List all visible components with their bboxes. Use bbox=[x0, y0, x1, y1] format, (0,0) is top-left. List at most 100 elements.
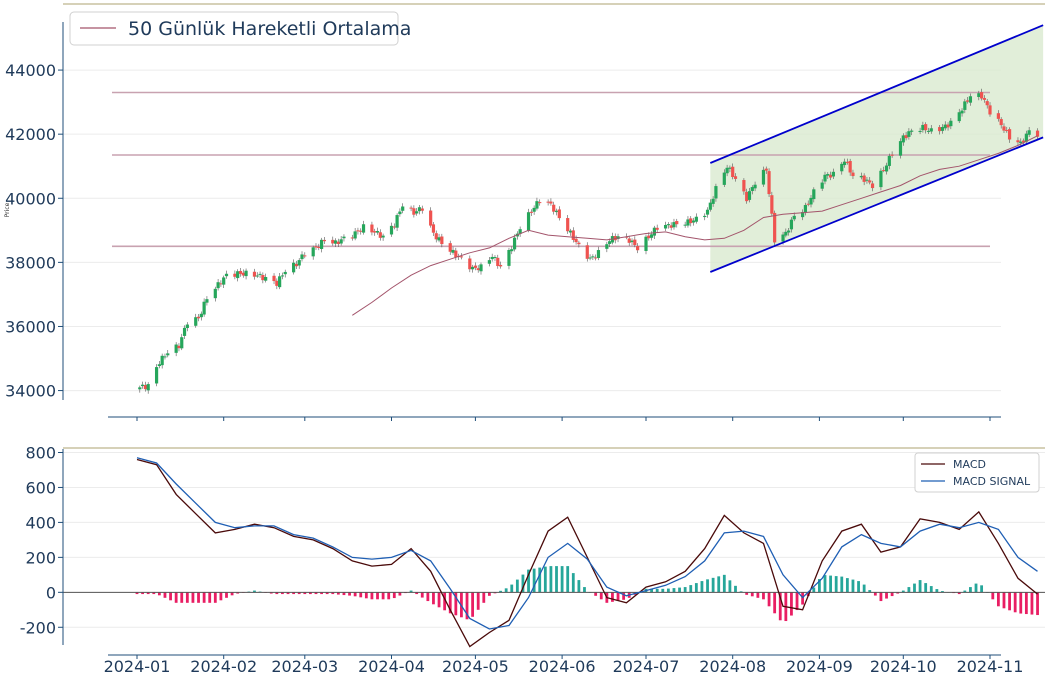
macd-legend: MACD MACD SIGNAL bbox=[914, 452, 1040, 493]
candle-body bbox=[585, 245, 589, 259]
candle-body bbox=[577, 242, 581, 245]
histogram-bar bbox=[879, 592, 883, 602]
histogram-bar bbox=[353, 592, 357, 597]
candle-body bbox=[750, 187, 754, 191]
histogram-bar bbox=[560, 566, 564, 593]
price-x-ticks bbox=[136, 417, 991, 421]
candle-body bbox=[753, 184, 757, 189]
histogram-bar bbox=[700, 581, 704, 593]
macd-xtick-label: 2024-01 bbox=[104, 657, 171, 676]
candle-body bbox=[630, 240, 634, 243]
candle-body bbox=[185, 324, 189, 329]
candle-body bbox=[764, 168, 768, 171]
macd-xtick-label: 2024-09 bbox=[786, 657, 853, 676]
candle-body bbox=[960, 110, 964, 114]
candle-body bbox=[292, 262, 296, 273]
candle-body bbox=[216, 282, 220, 289]
candle-body bbox=[535, 201, 539, 209]
histogram-bar bbox=[219, 592, 223, 601]
candle-body bbox=[409, 207, 413, 209]
histogram-bar bbox=[666, 588, 670, 593]
histogram-bar bbox=[868, 590, 872, 593]
histogram-bar bbox=[476, 592, 480, 610]
macd-axis bbox=[62, 449, 1001, 656]
candle-body bbox=[224, 273, 229, 277]
histogram-bar bbox=[901, 590, 905, 593]
histogram-bar bbox=[487, 592, 491, 596]
histogram-bar bbox=[297, 592, 301, 595]
ma-line bbox=[352, 135, 1038, 316]
candle-body bbox=[490, 256, 494, 260]
candle-body bbox=[378, 232, 382, 238]
candle-body bbox=[252, 271, 257, 277]
candle-body bbox=[496, 257, 500, 267]
candle-body bbox=[454, 250, 458, 258]
histogram-bar bbox=[845, 578, 849, 593]
histogram-bar bbox=[778, 592, 782, 621]
histogram-bar bbox=[862, 584, 866, 593]
histogram-bar bbox=[678, 587, 681, 593]
candle-body bbox=[823, 174, 827, 182]
histogram-bar bbox=[1002, 592, 1006, 609]
candle-body bbox=[714, 186, 718, 199]
macd-y-ticks: -200 0 200 400 600 800 bbox=[20, 443, 63, 637]
histogram-bar bbox=[308, 592, 312, 595]
candle-body bbox=[392, 226, 396, 228]
candle-body bbox=[333, 240, 338, 244]
candle-body bbox=[429, 210, 433, 226]
histogram-bar bbox=[510, 584, 514, 593]
candle-body bbox=[865, 179, 869, 181]
candle-body bbox=[842, 161, 847, 166]
candle-body bbox=[1024, 133, 1028, 142]
price-ytick-label: 38000 bbox=[5, 253, 56, 272]
candle-body bbox=[887, 155, 891, 166]
candle-body bbox=[303, 255, 307, 257]
histogram-bar bbox=[756, 592, 760, 598]
candle-body bbox=[731, 166, 735, 177]
candle-body bbox=[1007, 129, 1012, 140]
candle-body bbox=[213, 288, 217, 299]
histogram-bar bbox=[342, 592, 346, 596]
candle-body bbox=[636, 246, 640, 251]
histogram-bar bbox=[616, 592, 620, 601]
candle-body bbox=[694, 216, 698, 222]
histogram-bar bbox=[348, 592, 351, 596]
candle-body bbox=[205, 299, 209, 303]
price-ytick-label: 44000 bbox=[5, 61, 56, 80]
candle-body bbox=[596, 250, 601, 259]
candle-body bbox=[870, 183, 875, 189]
candle-body bbox=[938, 127, 942, 132]
candle-body bbox=[686, 219, 690, 226]
candle-body bbox=[280, 275, 285, 277]
candle-body bbox=[627, 238, 631, 243]
candle-body bbox=[1035, 130, 1040, 137]
candle-body bbox=[840, 163, 844, 172]
candle-body bbox=[644, 236, 648, 251]
histogram-bar bbox=[432, 592, 435, 605]
candle-body bbox=[138, 387, 142, 390]
histogram-bar bbox=[594, 592, 598, 596]
histogram-bar bbox=[303, 592, 307, 595]
histogram-bar bbox=[208, 592, 212, 603]
macd-xtick-label: 2024-05 bbox=[442, 657, 509, 676]
histogram-bar bbox=[890, 592, 894, 597]
candle-body bbox=[255, 275, 259, 277]
histogram-bar bbox=[1024, 592, 1028, 615]
histogram-bar bbox=[885, 592, 888, 599]
histogram-bar bbox=[471, 592, 475, 617]
candle-body bbox=[174, 344, 178, 353]
candle-body bbox=[940, 127, 945, 131]
histogram-bar bbox=[577, 580, 581, 593]
candle-body bbox=[219, 283, 223, 285]
candle-body bbox=[689, 218, 693, 224]
candle-body bbox=[493, 257, 497, 259]
histogram-bar bbox=[818, 579, 821, 593]
candlesticks bbox=[138, 88, 1040, 394]
histogram-bar bbox=[314, 592, 318, 595]
histogram-bar bbox=[711, 577, 715, 593]
histogram-bar bbox=[225, 592, 228, 598]
candle-body bbox=[459, 256, 464, 258]
histogram-bar bbox=[146, 592, 150, 595]
